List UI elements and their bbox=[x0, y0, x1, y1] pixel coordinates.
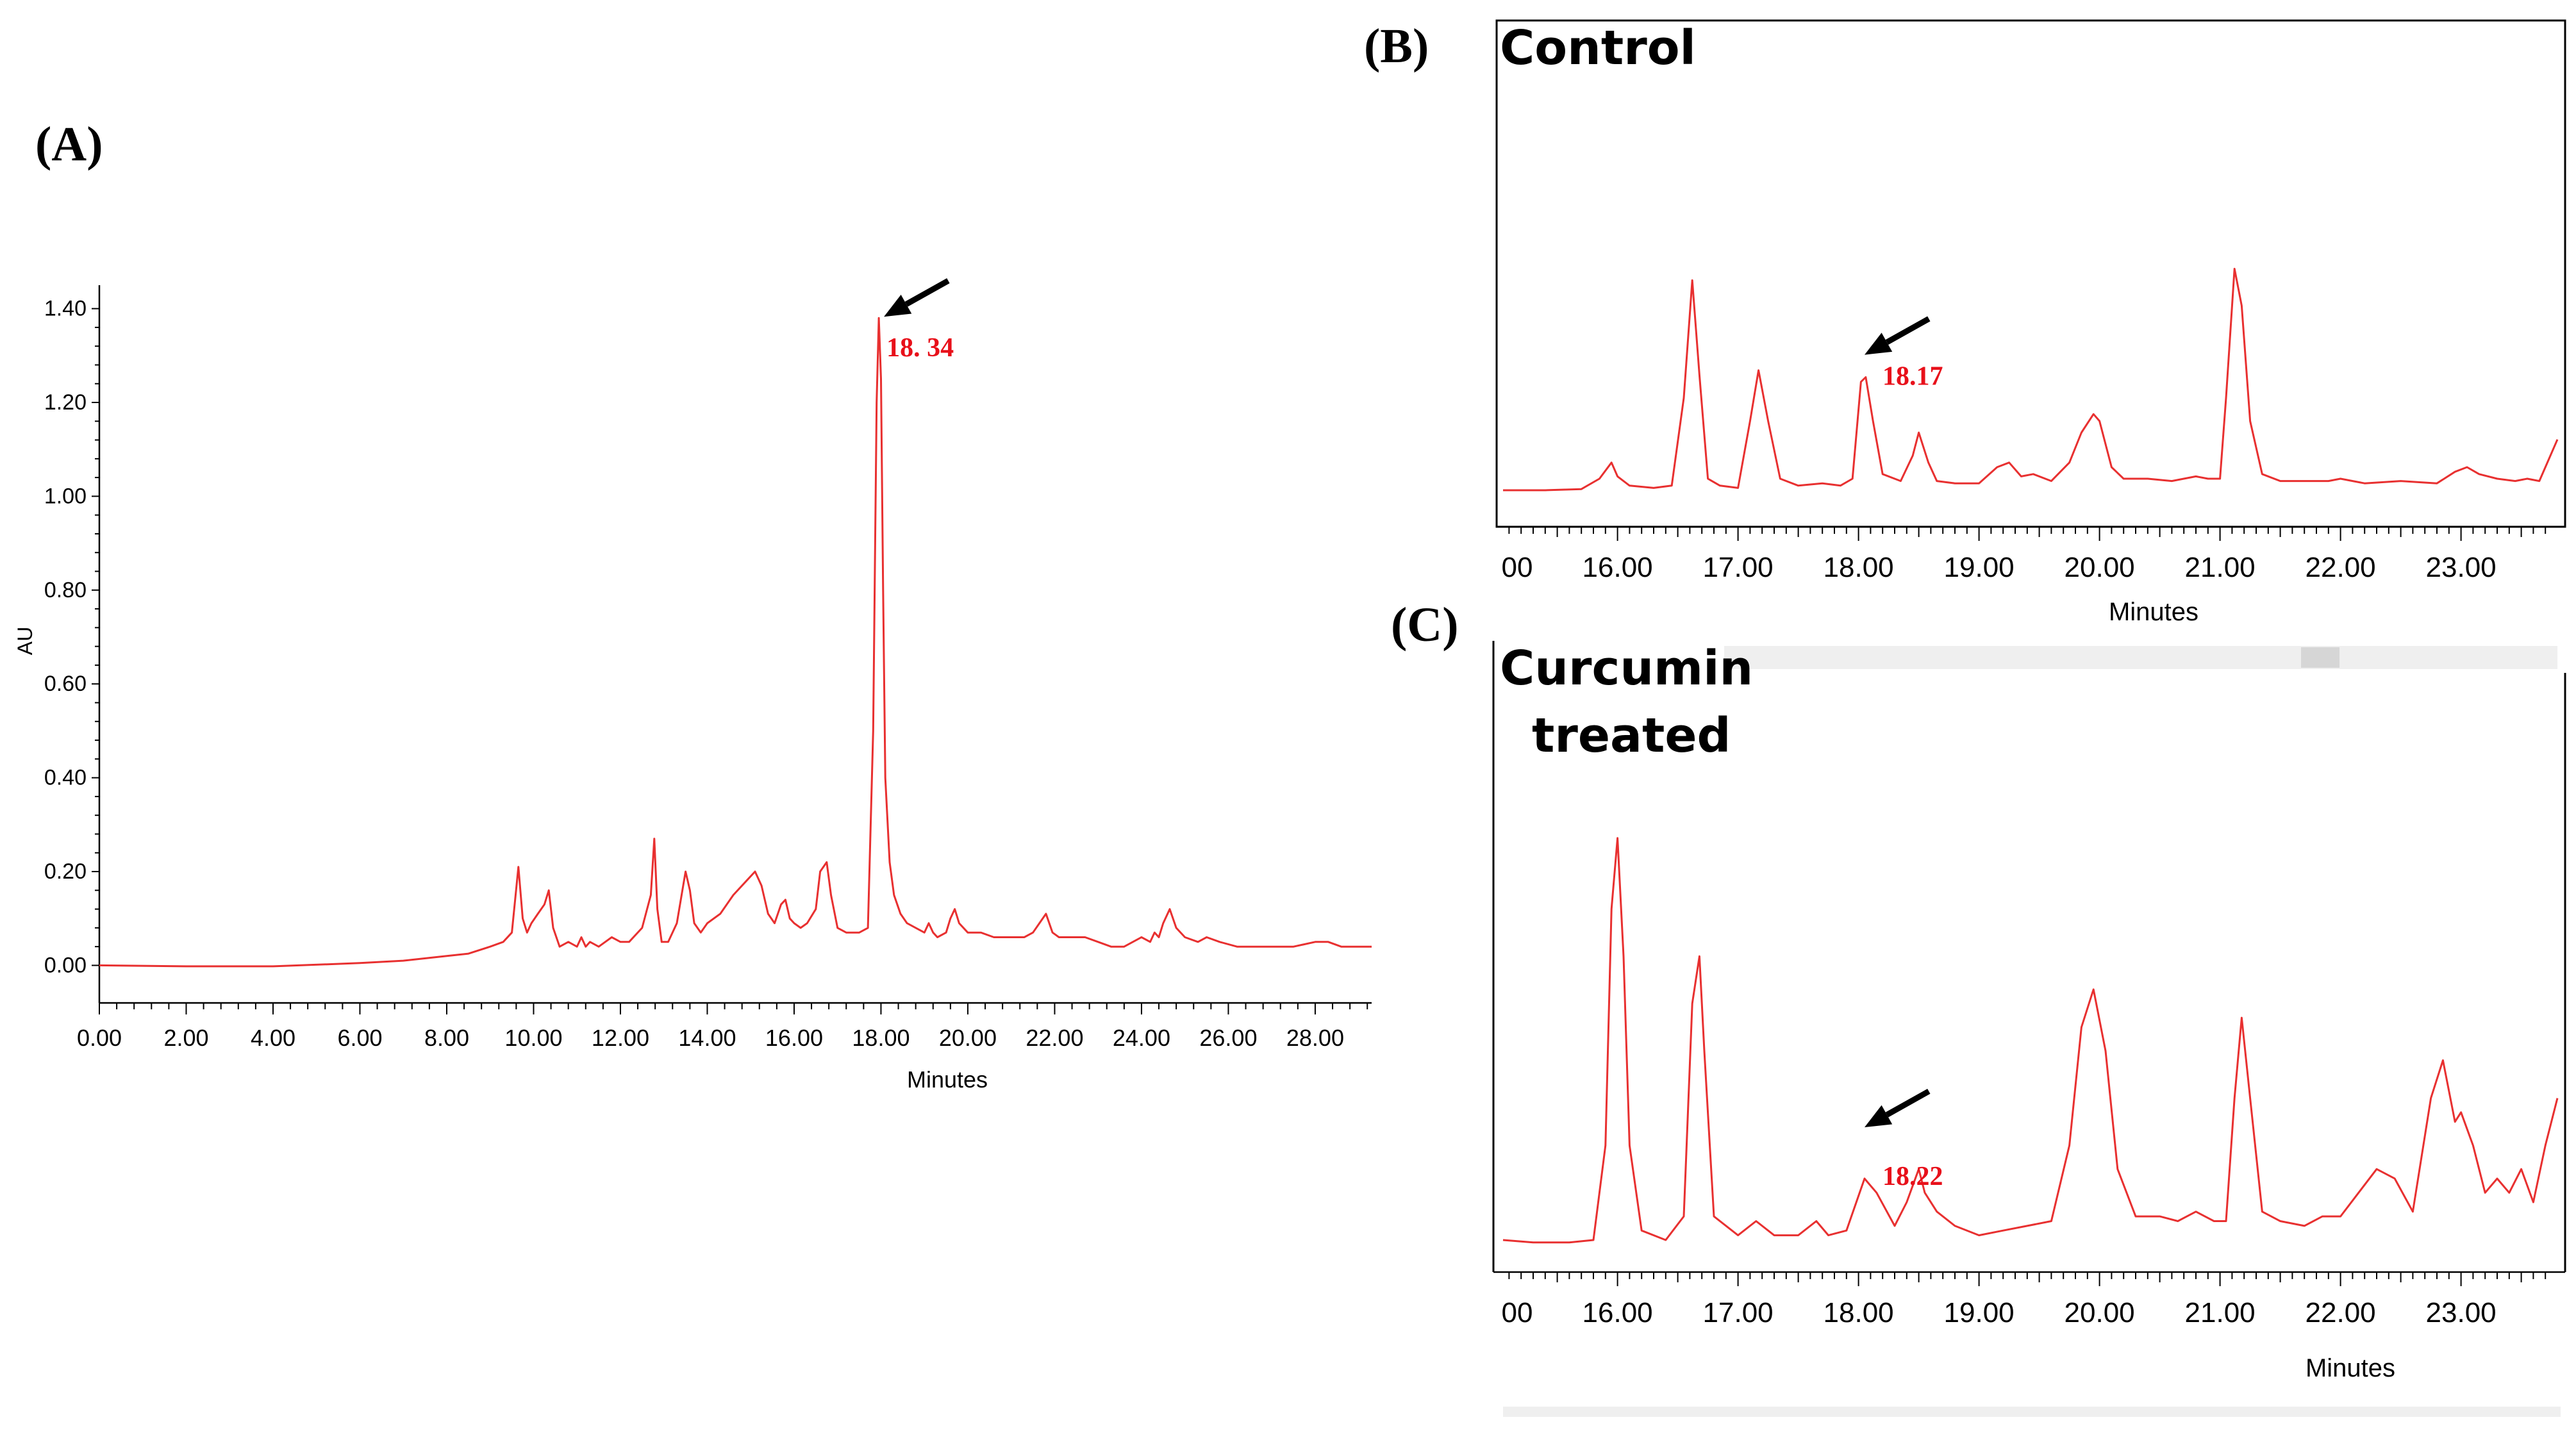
chart-c-title-line-2: treated bbox=[1532, 708, 1731, 763]
chart-a-y-tick-label: 0.00 bbox=[44, 953, 87, 977]
chart-a-x-tick-label: 24.00 bbox=[1113, 1025, 1170, 1051]
chart-a-series-line bbox=[99, 317, 1372, 968]
chart-b-peak-label: 18.17 bbox=[1882, 362, 1943, 392]
panel-letter-a: (A) bbox=[35, 117, 103, 171]
chart-a-x-tick-label: 22.00 bbox=[1026, 1025, 1083, 1051]
chart-a-x-tick-label: 16.00 bbox=[765, 1025, 823, 1051]
chart-a-x-tick-label: 2.00 bbox=[163, 1025, 208, 1051]
chart-c: Curcumin treated 00 16.00 17.00 18.00 19.00 2… bbox=[1492, 641, 2566, 1417]
chart-a-peak-arrow-shaft bbox=[904, 278, 950, 307]
chart-a-x-tick-label: 26.00 bbox=[1199, 1025, 1257, 1051]
chart-c-peak-label: 18.22 bbox=[1882, 1162, 1943, 1191]
chart-b-frame bbox=[1495, 19, 2566, 528]
chart-a-x-axis-title: Minutes bbox=[907, 1066, 988, 1093]
chart-a-peak-arrow-head bbox=[884, 294, 912, 317]
chart-c-x-tick-label: 00 bbox=[1502, 1297, 1533, 1328]
chart-a-y-tick-label: 1.00 bbox=[44, 484, 87, 508]
chart-c-x-tick-label: 20.00 bbox=[2065, 1297, 2135, 1328]
chart-c-x-tick-label: 16.00 bbox=[1583, 1297, 1653, 1328]
chart-a-x-tick-label: 14.00 bbox=[678, 1025, 736, 1051]
panel-letter-b: (B) bbox=[1364, 19, 1429, 73]
chart-b-x-tick-label: 00 bbox=[1502, 552, 1533, 583]
chart-b-x-tick-label: 22.00 bbox=[2306, 552, 2376, 583]
chart-b-series-line bbox=[1503, 267, 2559, 492]
panel-letter-c: (C) bbox=[1391, 598, 1459, 652]
chart-c-x-tick-label: 23.00 bbox=[2426, 1297, 2497, 1328]
chart-c-x-axis-title: Minutes bbox=[2306, 1354, 2395, 1382]
chart-a-x-tick-label: 4.00 bbox=[251, 1025, 295, 1051]
chart-b-x-tick-label: 17.00 bbox=[1703, 552, 1774, 583]
chart-a-x-tick-label: 12.00 bbox=[592, 1025, 649, 1051]
chart-b-scrollbar-thumb bbox=[2301, 647, 2339, 668]
chart-a-x-tick-label: 20.00 bbox=[939, 1025, 997, 1051]
chart-c-peak-arrow-shaft bbox=[1885, 1088, 1931, 1118]
chart-a-x-tick-label: 6.00 bbox=[337, 1025, 382, 1051]
chart-c-peak-arrow bbox=[1865, 1088, 1931, 1128]
chart-b-x-tick-label: 20.00 bbox=[2065, 552, 2135, 583]
chart-b-scrollbar bbox=[1724, 646, 2557, 669]
chart-b-title: Control bbox=[1500, 21, 1696, 76]
chart-c-peak-arrow-head bbox=[1865, 1105, 1893, 1128]
chart-b-peak-arrow-head bbox=[1865, 333, 1893, 355]
chart-a-x-tick-label: 0.00 bbox=[77, 1025, 122, 1051]
chart-c-x-tick-label: 21.00 bbox=[2185, 1297, 2256, 1328]
chart-b-x-axis-title: Minutes bbox=[2109, 598, 2198, 626]
chart-c-title-line-1: Curcumin bbox=[1500, 641, 1753, 696]
chart-a-x-tick-label: 18.00 bbox=[852, 1025, 910, 1051]
chart-c-series-line bbox=[1502, 837, 2559, 1244]
chart-b-peak-arrow-shaft bbox=[1885, 316, 1931, 345]
chart-b-peak-arrow bbox=[1865, 316, 1931, 355]
chart-a-peak-label: 18. 34 bbox=[886, 333, 954, 363]
chart-a-y-tick-label: 0.60 bbox=[44, 672, 87, 696]
chart-c-x-tick-label: 22.00 bbox=[2306, 1297, 2376, 1328]
chart-a-x-tick-label: 10.00 bbox=[504, 1025, 562, 1051]
chart-a-y-tick-label: 0.20 bbox=[44, 859, 87, 884]
chart-b: Control 00 16.00 17.00 18.00 19.00 20.00 21.00… bbox=[1495, 19, 2566, 669]
chart-b-x-tick-label: 21.00 bbox=[2185, 552, 2256, 583]
chart-c-x-tick-label: 19.00 bbox=[1944, 1297, 2015, 1328]
chart-b-x-tick-label: 16.00 bbox=[1583, 552, 1653, 583]
chart-a-x-tick-label: 28.00 bbox=[1286, 1025, 1344, 1051]
chart-a-x-tick-label: 8.00 bbox=[424, 1025, 469, 1051]
chart-b-x-tick-label: 19.00 bbox=[1944, 552, 2015, 583]
chart-a-y-tick-label: 0.40 bbox=[44, 766, 87, 790]
chart-a-y-tick-label: 1.20 bbox=[44, 390, 87, 415]
chart-b-x-tick-label: 23.00 bbox=[2426, 552, 2497, 583]
chart-c-x-tick-label: 18.00 bbox=[1824, 1297, 1894, 1328]
chart-a-y-tick-label: 1.40 bbox=[44, 297, 87, 321]
chart-c-scrollbar bbox=[1503, 1407, 2561, 1417]
chart-a: 0.00 0.20 0.40 0.60 0.80 1.00 1.20 1.40 0.00 2.0… bbox=[13, 278, 1372, 1093]
chart-a-y-axis-title: AU bbox=[13, 627, 37, 655]
chart-a-y-tick-label: 0.80 bbox=[44, 578, 87, 602]
chart-b-x-tick-label: 18.00 bbox=[1824, 552, 1894, 583]
chart-a-peak-arrow bbox=[884, 278, 950, 317]
chart-c-x-tick-label: 17.00 bbox=[1703, 1297, 1774, 1328]
